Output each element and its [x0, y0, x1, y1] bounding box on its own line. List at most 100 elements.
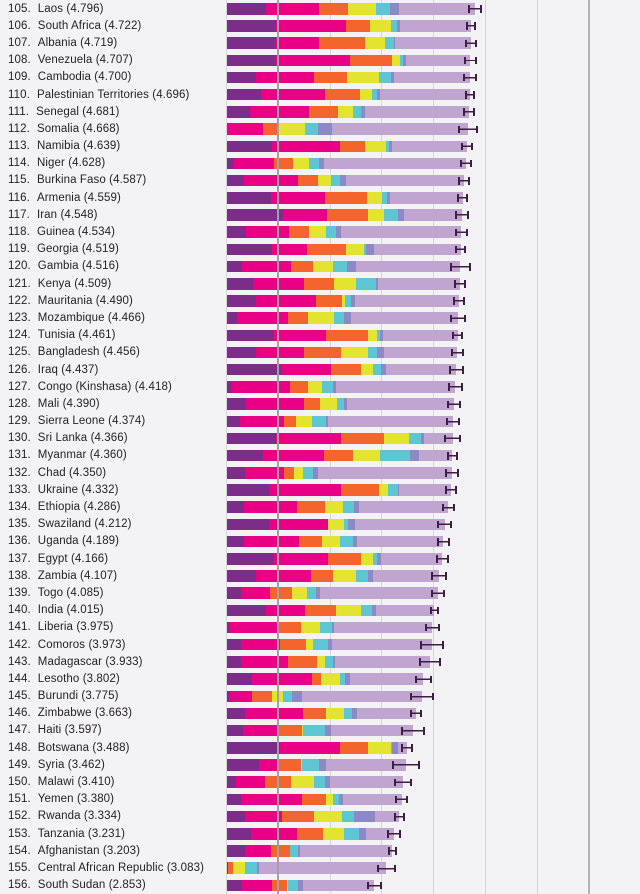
segment-gdp-per-capita: [226, 3, 267, 15]
segment-dystopia-plus-residual: [405, 54, 471, 67]
segment-freedom-to-make-choices: [367, 742, 392, 754]
country-name-and-score: Palestinian Territories (4.696): [36, 88, 190, 101]
segment-generosity: [309, 157, 319, 170]
country-label: 138. Zambia (4.107): [0, 567, 226, 584]
segment-healthy-life-expectancy: [327, 553, 361, 565]
country-name-and-score: Burundi (3.775): [37, 690, 119, 703]
segment-healthy-life-expectancy: [319, 3, 348, 15]
country-name-and-score: Guinea (4.534): [36, 226, 116, 239]
segment-freedom-to-make-choices: [324, 501, 343, 513]
segment-gdp-per-capita: [226, 20, 277, 32]
country-name-and-score: Albania (4.719): [37, 36, 118, 49]
country-label: 105. Laos (4.796): [0, 0, 226, 17]
country-name-and-score: Malawi (3.410): [37, 776, 115, 789]
confidence-interval-whisker: [410, 692, 434, 701]
confidence-interval-whisker: [449, 366, 464, 374]
stacked-score-bar: [226, 312, 458, 324]
country-name-and-score: Mali (4.390): [37, 397, 100, 410]
segment-gdp-per-capita: [226, 484, 269, 496]
segment-gdp-per-capita: [226, 398, 247, 410]
country-rank: 107.: [8, 36, 31, 49]
country-rank: 108.: [8, 54, 31, 67]
country-rank: 149.: [8, 758, 31, 771]
country-label: 155. Central African Republic (3.083): [0, 859, 226, 876]
segment-perceptions-of-corruption: [346, 260, 356, 273]
segment-freedom-to-make-choices: [321, 673, 340, 685]
segment-generosity: [340, 535, 354, 548]
segment-dystopia-plus-residual: [347, 398, 454, 410]
segment-social-support: [242, 260, 292, 273]
segment-social-support: [226, 123, 263, 135]
segment-gdp-per-capita: [226, 71, 257, 84]
country-name-and-score: Lesotho (3.802): [37, 672, 120, 685]
country-label: 120. Gambia (4.516): [0, 258, 226, 275]
country-name-and-score: South Sudan (2.853): [37, 879, 146, 892]
stacked-score-bar: [226, 587, 439, 599]
country-rank: 147.: [8, 724, 31, 737]
segment-healthy-life-expectancy: [324, 449, 354, 462]
stacked-score-bar: [226, 381, 456, 393]
confidence-interval-whisker: [446, 452, 459, 460]
country-row: 143. Madagascar (3.933): [0, 653, 640, 670]
segment-perceptions-of-corruption: [365, 243, 375, 256]
segment-generosity: [244, 862, 258, 874]
country-label: 132. Chad (4.350): [0, 464, 226, 481]
segment-freedom-to-make-choices: [300, 759, 302, 771]
segment-healthy-life-expectancy: [325, 192, 368, 204]
confidence-interval-whisker: [450, 314, 466, 323]
segment-freedom-to-make-choices: [291, 776, 314, 788]
stacked-score-bar: [226, 879, 375, 892]
segment-healthy-life-expectancy: [273, 157, 293, 170]
stacked-score-bar: [226, 37, 471, 49]
country-row: 140. India (4.015): [0, 602, 640, 619]
stacked-score-bar: [226, 621, 433, 634]
segment-gdp-per-capita: [226, 604, 266, 617]
confidence-interval-whisker: [464, 56, 477, 65]
segment-freedom-to-make-choices: [341, 295, 346, 307]
country-label: 137. Egypt (4.166): [0, 550, 226, 567]
segment-dystopia-plus-residual: [398, 484, 451, 496]
segment-social-support: [266, 3, 320, 15]
country-rank: 119.: [8, 243, 30, 256]
stacked-score-bar: [226, 106, 469, 118]
segment-perceptions-of-corruption: [421, 432, 424, 445]
stacked-score-bar: [226, 810, 400, 823]
country-row: 118. Guinea (4.534): [0, 223, 640, 240]
country-row: 130. Sri Lanka (4.366): [0, 430, 640, 447]
segment-generosity: [361, 604, 372, 617]
segment-perceptions-of-corruption: [318, 157, 325, 170]
segment-dystopia-plus-residual: [366, 828, 394, 840]
segment-freedom-to-make-choices: [341, 346, 369, 359]
segment-dystopia-plus-residual: [326, 759, 406, 771]
confidence-interval-whisker: [431, 589, 445, 598]
country-rank: 125.: [8, 346, 31, 359]
confidence-interval-whisker: [420, 641, 445, 649]
confidence-interval-whisker: [445, 469, 459, 477]
segment-generosity: [399, 54, 404, 67]
gridline-value-4: [433, 0, 435, 894]
confidence-interval-whisker: [464, 91, 475, 99]
stacked-score-bar: [226, 553, 443, 565]
country-rank: 152.: [8, 810, 31, 823]
segment-dystopia-plus-residual: [342, 793, 402, 806]
segment-social-support: [272, 140, 341, 152]
segment-perceptions-of-corruption: [398, 484, 399, 496]
country-row: 127. Congo (Kinshasa) (4.418): [0, 378, 640, 395]
segment-generosity: [303, 467, 314, 479]
stacked-score-bar: [226, 278, 461, 290]
country-rank: 143.: [8, 655, 31, 668]
country-name-and-score: Armenia (4.559): [36, 191, 121, 204]
segment-social-support: [276, 54, 351, 67]
country-label: 146. Zimbabwe (3.663): [0, 705, 226, 722]
segment-social-support: [268, 518, 329, 531]
confidence-interval-whisker: [457, 194, 468, 202]
country-label: 133. Ukraine (4.332): [0, 481, 226, 498]
segment-perceptions-of-corruption: [340, 174, 347, 187]
segment-perceptions-of-corruption: [318, 759, 327, 771]
country-rank: 136.: [8, 535, 31, 548]
segment-generosity: [332, 793, 339, 806]
stacked-score-bar: [226, 759, 406, 771]
confidence-interval-whisker: [448, 383, 463, 391]
country-row: 117. Iran (4.548): [0, 206, 640, 223]
segment-gdp-per-capita: [226, 37, 276, 49]
